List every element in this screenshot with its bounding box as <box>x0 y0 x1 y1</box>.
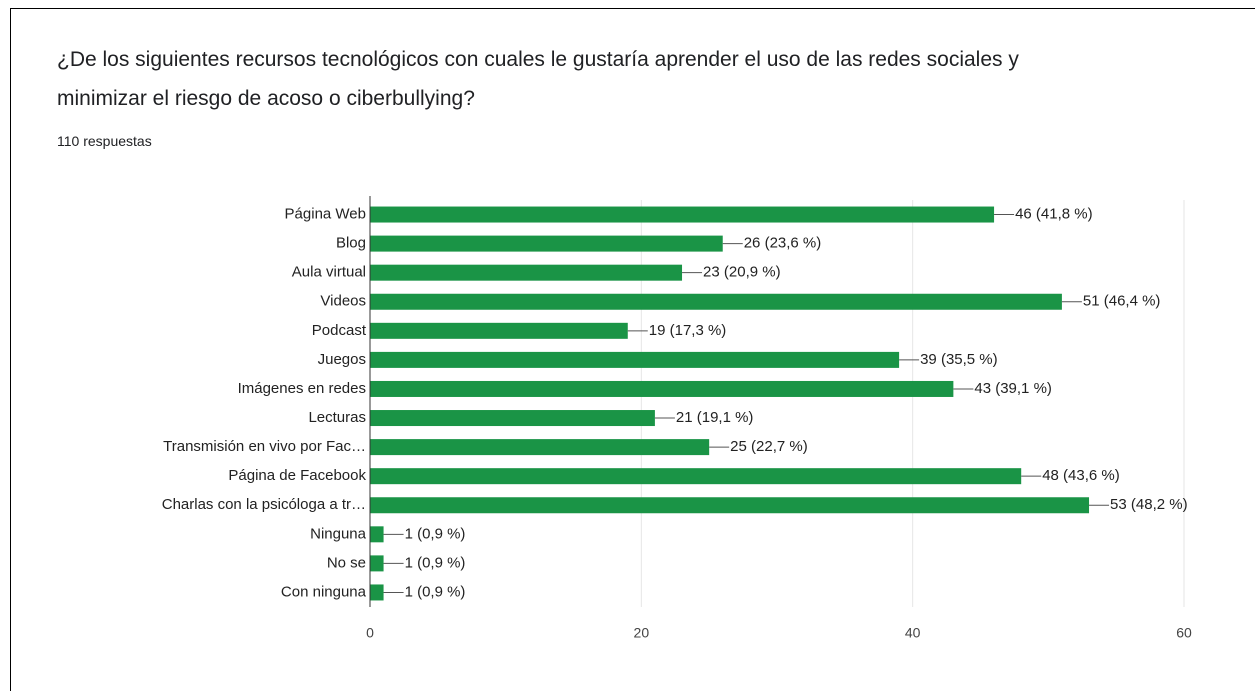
data-label: 46 (41,8 %) <box>1015 206 1093 223</box>
data-label: 21 (19,1 %) <box>676 409 754 426</box>
data-label: 48 (43,6 %) <box>1042 467 1120 484</box>
y-tick-label: Con ninguna <box>281 583 367 600</box>
bar <box>370 351 900 368</box>
frame <box>10 8 1255 691</box>
data-label: 26 (23,6 %) <box>744 235 822 252</box>
y-tick-label: Blog <box>336 235 366 252</box>
bar <box>370 555 384 572</box>
data-label: 19 (17,3 %) <box>649 322 727 339</box>
bar <box>370 235 723 252</box>
chart-title: ¿De los siguientes recursos tecnológicos… <box>57 48 1019 110</box>
bar <box>370 526 384 543</box>
y-tick-label: Aula virtual <box>292 264 366 281</box>
data-label: 53 (48,2 %) <box>1110 496 1188 513</box>
data-label: 43 (39,1 %) <box>974 380 1052 397</box>
y-tick-label: Charlas con la psicóloga a tr… <box>162 496 366 513</box>
x-tick-label: 40 <box>905 625 921 641</box>
data-label: 25 (22,7 %) <box>730 438 808 455</box>
bar <box>370 410 655 427</box>
y-tick-label: Juegos <box>318 351 366 368</box>
bar <box>370 497 1090 514</box>
data-label: 23 (20,9 %) <box>703 264 781 281</box>
data-label: 1 (0,9 %) <box>405 525 466 542</box>
bar <box>370 322 628 339</box>
y-tick-label: No se <box>327 554 366 571</box>
data-label: 51 (46,4 %) <box>1083 293 1161 310</box>
y-tick-label: Página de Facebook <box>228 467 366 484</box>
bar <box>370 380 954 397</box>
data-label: 1 (0,9 %) <box>405 554 466 571</box>
x-tick-label: 60 <box>1176 625 1192 641</box>
y-tick-label: Videos <box>320 293 366 310</box>
bar <box>370 439 710 456</box>
x-tick-label: 20 <box>634 625 650 641</box>
chart-subtitle: 110 respuestas <box>57 133 152 149</box>
bar <box>370 468 1022 485</box>
y-tick-label: Podcast <box>312 322 367 339</box>
data-label: 39 (35,5 %) <box>920 351 998 368</box>
y-tick-label: Página Web <box>285 206 366 223</box>
y-tick-label: Imágenes en redes <box>238 380 366 397</box>
y-tick-label: Transmisión en vivo por Fac… <box>163 438 366 455</box>
data-label: 1 (0,9 %) <box>405 583 466 600</box>
bar <box>370 584 384 601</box>
bar <box>370 206 995 223</box>
y-tick-label: Lecturas <box>308 409 366 426</box>
y-tick-label: Ninguna <box>310 525 367 542</box>
bar <box>370 293 1062 310</box>
x-tick-label: 0 <box>366 625 374 641</box>
bar <box>370 264 683 281</box>
